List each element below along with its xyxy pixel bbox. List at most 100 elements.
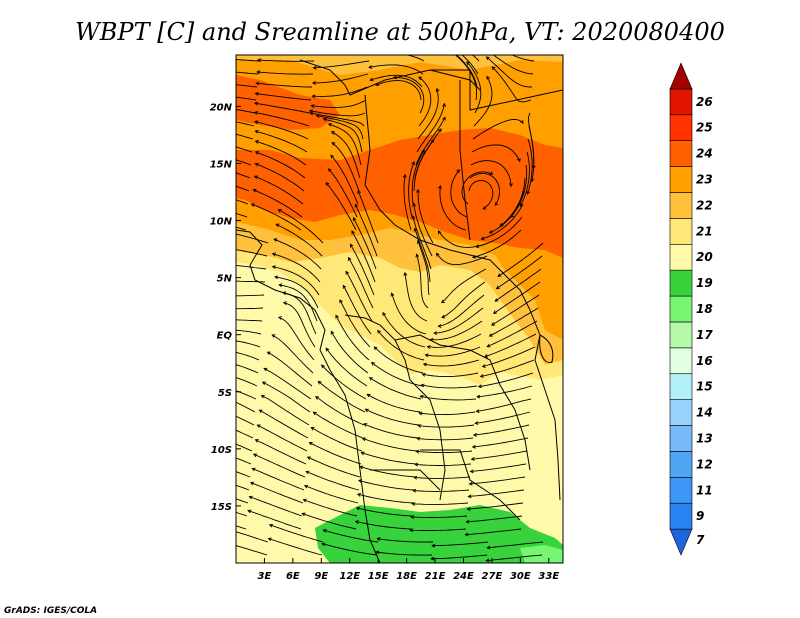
streamline [236, 531, 269, 543]
streamline-arrow [254, 91, 259, 96]
streamline [309, 110, 366, 117]
lon-tick-label: 12E [339, 571, 360, 582]
colorbar-swatch [669, 114, 693, 141]
streamline-arrow [409, 528, 414, 533]
streamline-arrow [317, 380, 322, 385]
streamline [493, 281, 541, 314]
streamline [331, 142, 360, 192]
streamline [494, 268, 542, 302]
streamline-arrow [330, 154, 335, 159]
streamline-arrow [414, 462, 419, 467]
streamline-arrow [437, 230, 442, 235]
streamline-arrow [382, 311, 386, 316]
streamline-arrow [469, 469, 474, 474]
streamline [475, 411, 531, 424]
colorbar: 7 9 11 12 13 14 15 16 17 18 19 20 21 22 23 24 25 26 [669, 62, 713, 556]
colorbar-label: 12 [696, 457, 713, 471]
streamline-arrow [327, 122, 332, 127]
wbpt-shade-17-18 [520, 545, 563, 563]
footer-credit: GrADS: IGES/COLA [4, 606, 97, 616]
streamline-arrow [486, 343, 491, 348]
streamline-arrow [464, 532, 469, 537]
streamline [489, 190, 525, 234]
lat-tick-label: 20N [210, 102, 233, 113]
colorbar-swatch [669, 88, 693, 116]
streamline [491, 66, 532, 103]
map-frame [235, 54, 564, 564]
streamline-arrow [196, 472, 199, 475]
colorbar-swatch [669, 399, 693, 426]
streamline [439, 185, 467, 231]
streamline-arrow [201, 417, 204, 420]
streamline [526, 138, 533, 195]
streamline-arrow [322, 528, 327, 533]
streamline-arrow [201, 91, 204, 94]
streamline-arrow [207, 306, 210, 309]
colorbar-swatch [669, 243, 693, 271]
streamline [236, 498, 249, 504]
streamline-arrow [308, 441, 313, 446]
lat-tick-label: 5N [217, 274, 233, 285]
streamline-arrow [354, 203, 359, 208]
streamline-arrow [196, 173, 199, 176]
colorbar-label: 24 [696, 147, 713, 161]
streamline-arrow [267, 537, 272, 542]
streamline [487, 320, 538, 348]
streamline [257, 424, 308, 452]
streamline [415, 463, 472, 466]
colorbar-swatch [669, 477, 693, 504]
streamline-arrow [315, 114, 320, 118]
streamline-arrow [481, 364, 486, 368]
streamline-arrow [470, 457, 475, 461]
streamline [236, 185, 250, 192]
streamline [363, 423, 419, 439]
country-boundaries [236, 59, 563, 563]
streamline [339, 299, 371, 348]
map-panel [196, 55, 563, 563]
streamline [486, 56, 533, 88]
streamline [393, 77, 425, 114]
streamline [272, 253, 321, 283]
streamline [481, 203, 524, 240]
streamline-arrow [306, 456, 311, 460]
streamline-arrow [197, 148, 200, 151]
streamline [361, 452, 417, 465]
streamline [306, 471, 360, 491]
streamline [416, 450, 473, 454]
streamline [321, 364, 367, 400]
streamline [408, 161, 415, 218]
streamline [236, 351, 260, 361]
streamline-arrow [390, 292, 395, 297]
streamline [366, 394, 421, 413]
colorbar-label: 13 [696, 431, 713, 445]
streamline [236, 226, 247, 231]
streamline [499, 177, 526, 227]
streamline [236, 133, 254, 140]
streamline [236, 525, 247, 530]
streamline [254, 175, 304, 205]
streamline [271, 334, 314, 374]
streamline [331, 131, 361, 179]
streamline [414, 476, 471, 479]
streamline [311, 427, 363, 452]
streamline-arrow [440, 299, 445, 304]
streamline-arrow [491, 322, 496, 326]
streamline-arrow [369, 77, 374, 82]
streamline [255, 140, 307, 166]
streamline [415, 117, 446, 166]
streamline [473, 424, 530, 436]
streamline [423, 359, 480, 367]
streamline [455, 55, 478, 88]
lon-tick-label: 18E [396, 571, 417, 582]
streamline [274, 276, 319, 309]
streamline [250, 482, 304, 504]
colorbar-label: 22 [696, 198, 713, 212]
streamline-arrow [417, 424, 422, 428]
colorbar-label: 9 [696, 509, 704, 523]
lat-tick-label: 10S [211, 445, 232, 456]
streamline-arrow [411, 501, 416, 506]
streamline-arrow [268, 523, 273, 528]
colorbar-swatch [669, 528, 693, 556]
streamline [251, 203, 302, 231]
streamline [430, 320, 483, 341]
